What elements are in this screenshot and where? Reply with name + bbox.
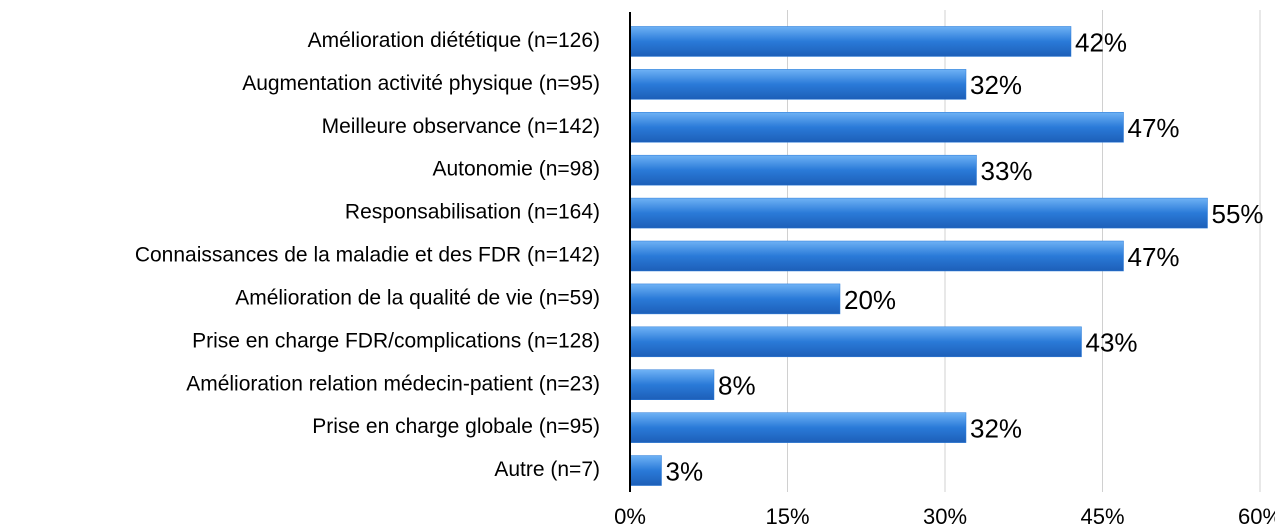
value-label: 33% — [981, 156, 1033, 186]
value-label: 43% — [1086, 328, 1138, 358]
y-tick-label: Meilleure observance (n=142) — [322, 115, 600, 138]
bar — [629, 112, 1124, 143]
bar — [629, 283, 841, 315]
bar — [629, 154, 977, 186]
y-tick-label: Autre (n=7) — [494, 458, 600, 481]
value-label: 32% — [970, 414, 1022, 444]
value-label: 42% — [1075, 27, 1127, 57]
bar — [629, 69, 967, 100]
y-tick-label: Amélioration diététique (n=126) — [308, 29, 600, 52]
y-tick-label: Responsabilisation (n=164) — [345, 201, 600, 224]
value-label: 47% — [1128, 242, 1180, 272]
value-label: 47% — [1128, 113, 1180, 143]
y-tick-label: Amélioration relation médecin-patient (n… — [186, 372, 600, 395]
bar — [629, 197, 1208, 229]
bar — [629, 412, 967, 443]
x-tick-label: 60% — [1238, 504, 1275, 529]
y-tick-label: Augmentation activité physique (n=95) — [242, 72, 600, 95]
y-tick-label: Amélioration de la qualité de vie (n=59) — [235, 286, 600, 309]
x-tick-label: 15% — [765, 504, 809, 529]
bar — [629, 369, 715, 400]
value-label: 3% — [666, 456, 704, 486]
bar — [629, 240, 1124, 272]
bar — [629, 26, 1072, 57]
value-label: 55% — [1212, 199, 1264, 229]
x-tick-label: 45% — [1080, 504, 1124, 529]
x-tick-label: 0% — [614, 504, 646, 529]
value-label: 20% — [844, 285, 896, 315]
y-tick-label: Prise en charge globale (n=95) — [312, 415, 600, 438]
y-tick-label: Connaissances de la maladie et des FDR (… — [135, 244, 600, 267]
y-tick-label: Prise en charge FDR/complications (n=128… — [192, 329, 600, 352]
bar — [629, 326, 1082, 358]
y-tick-label: Autonomie (n=98) — [432, 158, 600, 181]
value-label: 32% — [970, 70, 1022, 100]
value-label: 8% — [718, 371, 756, 401]
x-tick-label: 30% — [923, 504, 967, 529]
bar — [629, 455, 662, 486]
